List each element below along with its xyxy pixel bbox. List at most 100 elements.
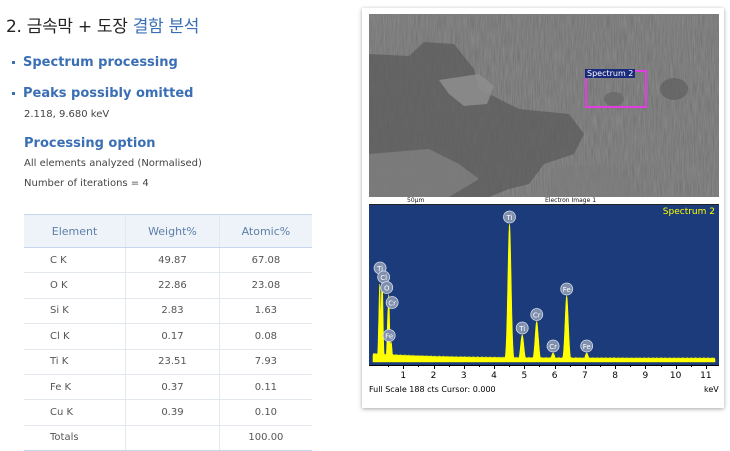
peak-label-text: Ti (518, 325, 525, 333)
results-table: Element Weight% Atomic% C K 49.87 67.08 O … (24, 214, 312, 451)
x-tick-mark (554, 365, 556, 369)
x-tick-mark (403, 365, 405, 369)
peak-label-text: Ti (505, 214, 512, 222)
col-weight: Weight% (125, 214, 220, 248)
x-tick-label: 1 (400, 371, 407, 381)
cell-element: Totals (24, 425, 126, 451)
cell-weight: 23.51 (125, 349, 220, 375)
sem-electron-image: Spectrum 2 (369, 14, 719, 197)
peak-label-o: O (380, 281, 394, 294)
peak-label-text: O (384, 285, 390, 293)
peak-label-ti: Ti (515, 321, 529, 335)
bullet-peaks-omitted: Peaks possibly omitted (12, 86, 193, 101)
x-tick-mark (494, 365, 496, 369)
x-tick-mark (448, 365, 450, 367)
x-tick-label: 11 (700, 371, 712, 381)
x-axis-label: keV (704, 385, 719, 394)
chart-title: Spectrum 2 (662, 207, 715, 217)
x-tick-label: 3 (460, 371, 467, 381)
x-tick-mark (584, 365, 586, 369)
peak-label-cr: Cr (385, 296, 399, 309)
x-tick-mark (524, 365, 526, 369)
cell-weight: 0.39 (125, 399, 220, 426)
peak-label-text: Ti (376, 265, 383, 273)
table-row: Cu K 0.39 0.10 (24, 399, 312, 426)
table-row: C K 49.87 67.08 (24, 247, 312, 274)
col-element: Element (24, 214, 126, 248)
x-tick-mark (418, 365, 420, 367)
cell-element: Si K (24, 298, 126, 325)
x-tick-label: 9 (642, 371, 649, 381)
chart-footer: Full Scale 188 cts Cursor: 0.000 (369, 385, 496, 394)
x-tick-label: 8 (612, 371, 618, 381)
x-tick-mark (645, 365, 647, 369)
peak-label-text: Cl (380, 274, 387, 282)
x-tick-mark (478, 365, 480, 367)
peak-label-text: Cr (388, 300, 396, 308)
cell-weight: 49.87 (125, 247, 220, 274)
cell-weight: 22.86 (125, 272, 220, 299)
peaks-values: 2.118, 9.680 keV (24, 109, 110, 120)
peak-label-cr: Cr (546, 339, 560, 353)
bullet-spectrum-processing: Spectrum processing (12, 55, 178, 70)
processing-line2: Number of iterations = 4 (24, 178, 149, 189)
cell-element: O K (24, 272, 126, 299)
peak-label-text: Fe (385, 333, 393, 341)
cell-weight: 0.37 (125, 374, 220, 401)
cell-element: Fe K (24, 374, 126, 401)
cell-atomic: 100.00 (218, 425, 312, 451)
cell-element: Cu K (24, 399, 126, 426)
table-row: Ti K 23.51 7.93 (24, 349, 312, 375)
cell-weight: 0.17 (125, 323, 220, 350)
cell-atomic: 0.10 (218, 399, 312, 426)
cell-element: C K (24, 247, 126, 274)
table-header-row: Element Weight% Atomic% (24, 214, 312, 248)
peak-label-text: Cr (549, 343, 557, 351)
cell-atomic: 67.08 (218, 247, 312, 274)
x-tick-mark (463, 365, 465, 369)
cell-weight: 2.83 (125, 298, 220, 325)
cell-atomic: 7.93 (218, 349, 312, 375)
x-tick-mark (630, 365, 632, 367)
cell-element: Ti K (24, 349, 126, 375)
bullet-dot-icon (12, 92, 15, 95)
sem-info-strip: 50µm Electron Image 1 (369, 197, 719, 205)
peak-label-text: Fe (563, 286, 571, 294)
x-tick-mark (433, 365, 435, 369)
x-tick-mark (705, 365, 707, 369)
x-tick-label: 4 (491, 371, 497, 381)
table-row: Si K 2.83 1.63 (24, 298, 312, 325)
sem-image-graphic (369, 14, 719, 197)
x-tick-mark (615, 365, 617, 369)
eds-spectrum-chart: Ti Fe Cr Ti Cr Fe Ti Cl O Cr Fe Spectrum 2 (369, 205, 719, 365)
image-label: Electron Image 1 (545, 197, 597, 204)
peak-label-text: Fe (583, 343, 591, 351)
cell-weight (125, 425, 220, 451)
x-tick-label: 5 (521, 371, 528, 381)
table-row: O K 22.86 23.08 (24, 272, 312, 299)
x-tick-mark (388, 365, 390, 367)
processing-heading: Processing option (24, 136, 156, 151)
table-row: Cl K 0.17 0.08 (24, 323, 312, 350)
cell-atomic: 0.11 (218, 374, 312, 401)
peak-label-text: Cr (533, 312, 541, 320)
peak-label-cr: Cr (530, 308, 544, 321)
cell-element: Cl K (24, 323, 126, 350)
peak-label-fe: Fe (580, 339, 594, 353)
spectrum-series (372, 223, 716, 363)
x-tick-mark (539, 365, 541, 367)
x-tick-mark (690, 365, 692, 367)
scale-label: 50µm (407, 197, 425, 204)
cell-atomic: 0.08 (218, 323, 312, 350)
x-axis: 1 2 3 4 5 6 7 8 9 10 11 (369, 365, 719, 395)
page-title: 2. 금속막 + 도장 결함 분석 (6, 17, 200, 37)
spectrum-region-label: Spectrum 2 (585, 69, 636, 78)
x-axis-line (369, 365, 719, 366)
x-tick-mark (675, 365, 677, 369)
peak-label-ti: Ti (503, 210, 516, 224)
x-tick-mark (569, 365, 571, 367)
x-tick-mark (599, 365, 601, 367)
x-tick-label: 10 (669, 371, 682, 381)
peak-label-fe: Fe (382, 329, 396, 342)
